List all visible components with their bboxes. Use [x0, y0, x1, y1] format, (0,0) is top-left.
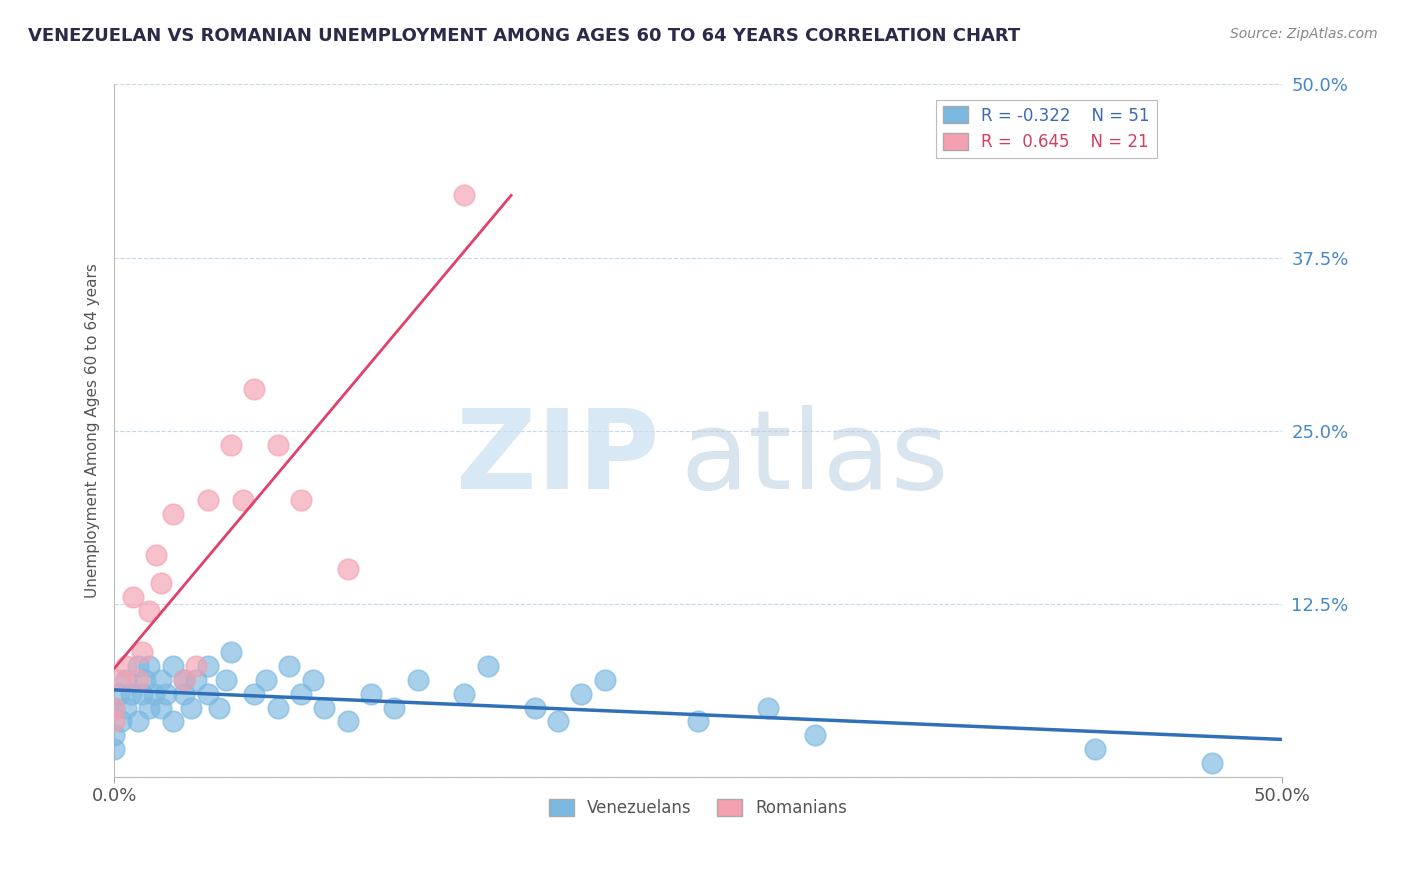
Point: [127, 659, 149, 673]
Point: [127, 673, 149, 687]
Point: [266, 437, 288, 451]
Point: [149, 576, 172, 591]
Point: [173, 687, 195, 701]
Point: [197, 492, 219, 507]
Point: [232, 492, 254, 507]
Point: [523, 700, 546, 714]
Point: [336, 562, 359, 576]
Point: [278, 659, 301, 673]
Point: [208, 700, 231, 714]
Point: [384, 700, 406, 714]
Point: [1201, 756, 1223, 770]
Point: [477, 659, 499, 673]
Point: [103, 728, 125, 742]
Point: [290, 687, 312, 701]
Point: [336, 714, 359, 729]
Point: [155, 687, 177, 701]
Point: [184, 659, 207, 673]
Point: [149, 673, 172, 687]
Point: [803, 728, 825, 742]
Point: [314, 700, 336, 714]
Text: VENEZUELAN VS ROMANIAN UNEMPLOYMENT AMONG AGES 60 TO 64 YEARS CORRELATION CHART: VENEZUELAN VS ROMANIAN UNEMPLOYMENT AMON…: [28, 27, 1021, 45]
Point: [173, 673, 195, 687]
Point: [453, 188, 475, 202]
Point: [184, 673, 207, 687]
Point: [756, 700, 779, 714]
Point: [138, 604, 160, 618]
Point: [215, 673, 238, 687]
Point: [138, 659, 160, 673]
Point: [547, 714, 569, 729]
Point: [115, 700, 138, 714]
Point: [131, 687, 153, 701]
Point: [197, 659, 219, 673]
Point: [103, 700, 125, 714]
Point: [1084, 742, 1107, 756]
Y-axis label: Unemployment Among Ages 60 to 64 years: Unemployment Among Ages 60 to 64 years: [86, 263, 100, 599]
Point: [219, 645, 242, 659]
Text: Source: ZipAtlas.com: Source: ZipAtlas.com: [1230, 27, 1378, 41]
Point: [149, 700, 172, 714]
Point: [243, 687, 266, 701]
Point: [162, 507, 184, 521]
Point: [115, 673, 138, 687]
Point: [243, 382, 266, 396]
Point: [254, 673, 277, 687]
Point: [122, 590, 145, 604]
Point: [290, 492, 312, 507]
Text: ZIP: ZIP: [456, 405, 659, 512]
Point: [180, 700, 202, 714]
Legend: Venezuelans, Romanians: Venezuelans, Romanians: [543, 792, 853, 824]
Point: [197, 687, 219, 701]
Point: [103, 700, 125, 714]
Point: [138, 700, 160, 714]
Point: [406, 673, 429, 687]
Point: [145, 549, 167, 563]
Text: atlas: atlas: [681, 405, 949, 512]
Point: [453, 687, 475, 701]
Point: [162, 659, 184, 673]
Point: [266, 700, 288, 714]
Point: [593, 673, 616, 687]
Point: [110, 714, 132, 729]
Point: [115, 659, 138, 673]
Point: [173, 673, 195, 687]
Point: [686, 714, 709, 729]
Point: [131, 645, 153, 659]
Point: [142, 687, 165, 701]
Point: [219, 437, 242, 451]
Point: [103, 742, 125, 756]
Point: [360, 687, 382, 701]
Point: [108, 673, 131, 687]
Point: [108, 687, 131, 701]
Point: [301, 673, 323, 687]
Point: [127, 714, 149, 729]
Point: [134, 673, 156, 687]
Point: [120, 687, 142, 701]
Point: [162, 714, 184, 729]
Point: [569, 687, 592, 701]
Point: [103, 714, 125, 729]
